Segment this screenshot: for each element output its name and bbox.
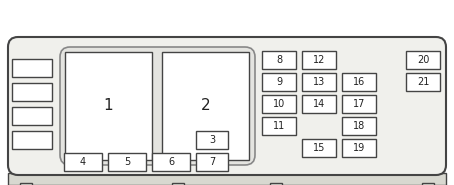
Bar bbox=[302, 139, 336, 157]
Text: 11: 11 bbox=[273, 121, 285, 131]
Bar bbox=[342, 73, 376, 91]
Text: 9: 9 bbox=[276, 77, 282, 87]
Bar bbox=[12, 131, 52, 149]
Bar bbox=[342, 95, 376, 113]
Text: 8: 8 bbox=[276, 55, 282, 65]
Bar bbox=[196, 131, 228, 149]
Bar bbox=[12, 107, 52, 125]
Bar bbox=[406, 73, 440, 91]
Bar bbox=[152, 153, 190, 171]
Bar bbox=[342, 139, 376, 157]
Bar bbox=[196, 153, 228, 171]
Text: 16: 16 bbox=[353, 77, 365, 87]
Text: 19: 19 bbox=[353, 143, 365, 153]
Bar bbox=[12, 83, 52, 101]
FancyBboxPatch shape bbox=[8, 37, 446, 175]
Bar bbox=[406, 51, 440, 69]
Text: 12: 12 bbox=[313, 55, 325, 65]
Text: 15: 15 bbox=[313, 143, 325, 153]
Text: 4: 4 bbox=[80, 157, 86, 167]
Bar bbox=[262, 95, 296, 113]
Bar bbox=[262, 117, 296, 135]
Text: 6: 6 bbox=[168, 157, 174, 167]
Text: 5: 5 bbox=[124, 157, 130, 167]
Bar bbox=[20, 183, 32, 185]
Bar bbox=[12, 59, 52, 77]
Bar bbox=[302, 51, 336, 69]
Text: 10: 10 bbox=[273, 99, 285, 109]
Text: 14: 14 bbox=[313, 99, 325, 109]
Bar bbox=[422, 183, 434, 185]
Bar bbox=[270, 183, 282, 185]
Text: 21: 21 bbox=[417, 77, 429, 87]
Text: 7: 7 bbox=[209, 157, 215, 167]
Bar bbox=[172, 183, 184, 185]
Text: 1: 1 bbox=[104, 98, 114, 114]
Bar bbox=[64, 153, 102, 171]
Bar bbox=[162, 52, 249, 160]
Bar bbox=[262, 51, 296, 69]
FancyBboxPatch shape bbox=[60, 47, 255, 165]
Text: 13: 13 bbox=[313, 77, 325, 87]
Text: 3: 3 bbox=[209, 135, 215, 145]
Text: 17: 17 bbox=[353, 99, 365, 109]
Bar bbox=[65, 52, 152, 160]
Bar bbox=[342, 117, 376, 135]
Bar bbox=[302, 73, 336, 91]
Text: 20: 20 bbox=[417, 55, 429, 65]
Bar bbox=[108, 153, 146, 171]
Bar bbox=[302, 95, 336, 113]
Bar bbox=[8, 173, 446, 185]
Bar bbox=[262, 73, 296, 91]
Text: 18: 18 bbox=[353, 121, 365, 131]
Text: 2: 2 bbox=[201, 98, 210, 114]
